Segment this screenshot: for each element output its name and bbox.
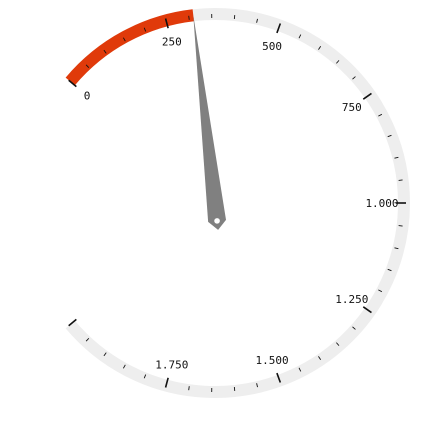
gauge-tick-label: 750	[342, 101, 362, 114]
gauge-tick-label: 500	[262, 40, 282, 53]
gauge-minor-tick	[189, 16, 190, 20]
gauge-labels: 0 250 500 750 1.000 1.250 1.500 1.750	[84, 36, 399, 372]
gauge-needle	[193, 15, 226, 230]
gauge-tick-label: 1.500	[256, 354, 289, 367]
gauge-pivot-dot	[214, 218, 220, 224]
gauge-tick-label: 0	[84, 90, 91, 103]
gauge-tick-label: 250	[162, 36, 182, 49]
gauge-minor-tick	[189, 386, 190, 390]
gauge-tick-label: 1.250	[335, 293, 368, 306]
gauge-tick-label: 1.750	[155, 358, 188, 371]
gauge-track	[70, 14, 404, 392]
gauge-tick-label: 1.000	[365, 197, 398, 210]
